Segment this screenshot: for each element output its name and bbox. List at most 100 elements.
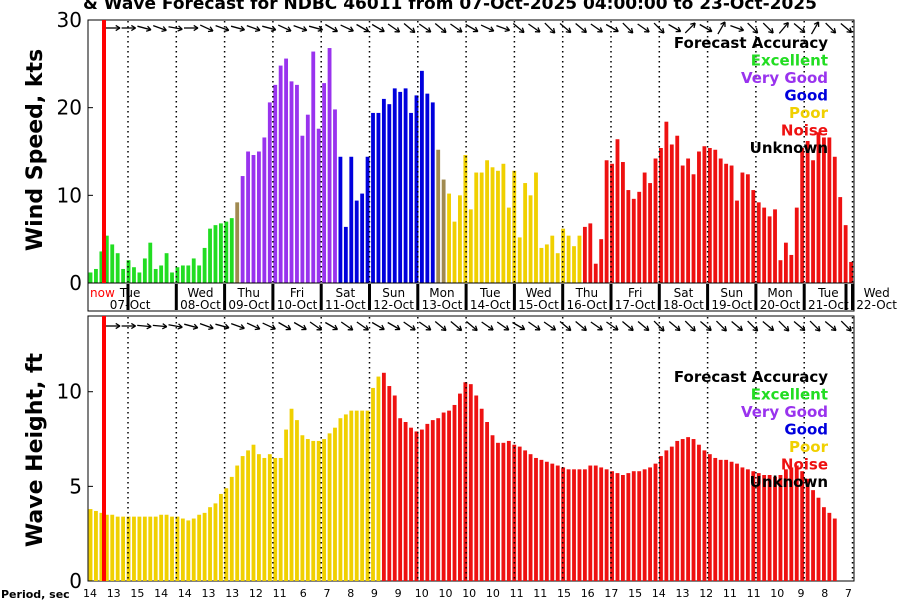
wave-bar [306,439,310,581]
wind-bars [89,48,853,283]
wave-arrow [591,322,602,330]
wind-bar [366,157,370,283]
wind-y-axis-label: Wind Speed, kts [23,49,48,251]
wind-bar [295,85,299,283]
wind-bar [382,99,386,283]
wave-bar [529,454,533,581]
period-value: 7 [845,587,852,600]
wave-bar [713,458,717,581]
wave-bar [773,477,777,581]
wind-bar [322,83,326,283]
wind-arrow [623,23,633,33]
wind-arrow [638,24,649,32]
wave-arrow [606,322,617,330]
wind-arrow [450,24,461,32]
wave-bar [822,507,826,581]
day-date: 17-Oct [615,298,656,312]
wave-bar [154,517,158,581]
wind-bar [648,183,652,283]
wind-bar [844,225,848,283]
wave-bar [398,418,402,581]
wind-bar [442,180,446,283]
wind-arrow [388,24,399,32]
wave-bar [371,388,375,581]
period-value: 10 [462,587,476,600]
wind-bar [219,223,223,283]
wind-bar [779,260,783,283]
wind-bar [186,265,190,283]
wave-bar [496,443,500,581]
wind-legend-item: Very Good [741,69,828,87]
wind-bar [425,94,429,283]
wave-bar [186,520,190,581]
wind-bar [458,195,462,283]
wave-bar [290,409,294,581]
wave-arrow [294,323,306,330]
wave-bar [643,469,647,581]
wind-bar [208,229,212,283]
wind-bar [789,255,793,283]
wind-tick-label: 0 [69,271,82,295]
wave-bar [317,441,321,581]
period-value: 16 [581,587,595,600]
period-value: 11 [510,587,524,600]
wind-bar [241,176,245,283]
wind-bar [713,150,717,283]
wind-legend-item: Noise [781,122,828,140]
wave-bar [344,414,348,581]
day-date: 11-Oct [325,298,366,312]
wave-arrow [482,322,493,330]
wave-tick-label: 0 [69,569,82,593]
wave-y-axis-label: Wave Height, ft [23,352,48,547]
wind-bar [159,265,163,283]
wind-arrow [606,25,618,32]
wind-bar [463,155,467,283]
wave-bar [192,519,196,581]
wind-arrow [685,23,695,33]
day-date: 15-Oct [518,298,559,312]
wave-bar [637,471,641,581]
now-line-wind [102,20,106,283]
wind-bar [409,113,413,283]
wind-arrow [357,25,369,32]
wave-bar [366,411,370,581]
wave-bar [458,394,462,581]
wind-arrow [153,26,166,32]
chart-title: & Wave Forecast for NDBC 46011 from 07-O… [83,0,817,14]
wave-bar [708,454,712,581]
wind-bar [550,236,554,283]
period-value: 15 [130,587,144,600]
wind-bar [453,222,457,283]
wind-bar [268,102,272,283]
wave-bar [377,377,381,581]
wave-arrow [825,322,836,331]
wave-bar [534,458,538,581]
wind-bar [599,239,603,283]
wind-arrow [528,24,539,32]
wave-arrow [357,322,368,330]
wind-arrow [718,22,725,34]
wave-bar [420,430,424,581]
wave-bar [322,439,326,581]
wave-arrow [528,322,539,330]
wind-bar [827,137,831,283]
wind-bar [404,88,408,283]
day-date: 10-Oct [277,298,318,312]
day-date: 19-Oct [711,298,752,312]
wind-bar [262,137,266,283]
wave-legend-item: Excellent [751,386,828,404]
wind-arrow [372,25,384,32]
wave-bars [89,373,837,581]
wind-bar [377,113,381,283]
wind-bar [436,150,440,283]
wind-bar [415,95,419,283]
period-value: 12 [699,587,713,600]
wind-arrow [730,26,743,32]
wind-bar [518,237,522,283]
wave-arrow [404,322,415,330]
wind-bar [148,243,152,283]
wave-bar [632,471,636,581]
wind-bar [588,223,592,283]
